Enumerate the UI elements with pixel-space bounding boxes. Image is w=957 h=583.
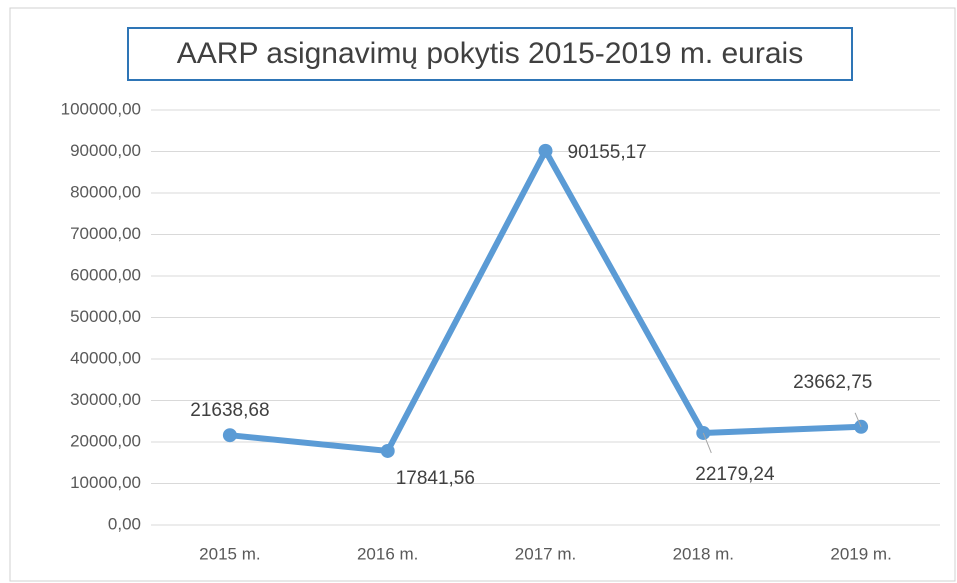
marker [222,428,237,443]
data-label: 17841,56 [396,468,475,489]
data-label: 90155,17 [568,142,647,163]
marker [380,443,395,458]
x-tick-label: 2017 m. [515,544,576,563]
y-tick-label: 0,00 [108,514,141,533]
chart-border [9,7,956,582]
data-label: 23662,75 [793,372,872,393]
y-tick-label: 60000,00 [70,265,141,284]
leader-line [702,432,712,454]
y-tick-label: 70000,00 [70,224,141,243]
y-tick-label: 100000,00 [61,99,141,118]
chart-title: AARP asignavimų pokytis 2015-2019 m. eur… [177,37,803,70]
x-tick-label: 2019 m. [830,544,891,563]
title-box [127,27,853,81]
marker [538,143,553,158]
x-tick-label: 2015 m. [199,544,260,563]
y-tick-label: 40000,00 [70,348,141,367]
y-tick-label: 20000,00 [70,431,141,450]
y-tick-label: 90000,00 [70,141,141,160]
y-tick-label: 30000,00 [70,390,141,409]
x-tick-label: 2016 m. [357,544,418,563]
x-tick-label: 2018 m. [673,544,734,563]
leader-line [854,412,862,427]
y-tick-label: 80000,00 [70,182,141,201]
y-tick-label: 50000,00 [70,307,141,326]
data-label: 22179,24 [695,464,775,485]
data-label: 21638,68 [190,400,269,421]
y-tick-label: 10000,00 [70,473,141,492]
